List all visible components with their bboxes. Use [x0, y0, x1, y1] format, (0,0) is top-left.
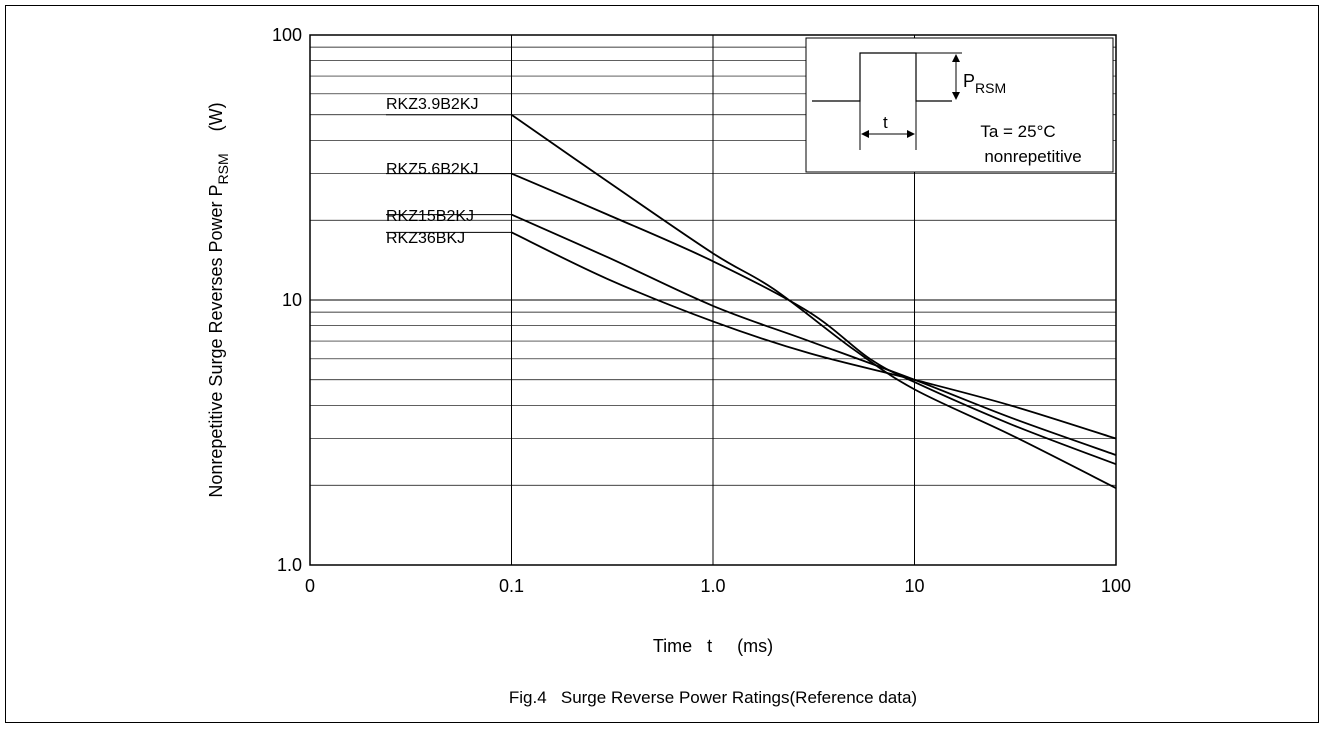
- series-line: [511, 213, 1117, 456]
- y-axis-label: Nonrepetitive Surge Reverses Power PRSM(…: [206, 102, 231, 497]
- pulse-waveform: [812, 52, 952, 102]
- y-tick-label: 1.0: [277, 555, 302, 575]
- width-arrow-right-icon: [907, 130, 915, 138]
- x-tick-label: 100: [1101, 576, 1131, 596]
- y-tick-labels: 1.0 10 100: [272, 25, 302, 575]
- x-tick-label: 1.0: [700, 576, 725, 596]
- series-label: RKZ36BKJ: [386, 230, 465, 247]
- x-tick-label: 0.1: [499, 576, 524, 596]
- x-tick-labels: 0 0.1 1.0 10 100: [305, 576, 1131, 596]
- inset-box: [805, 37, 1114, 173]
- plot-area-border: [309, 34, 1117, 566]
- pulse-inset: PRSM t Ta = 25°C nonrepetitive: [805, 37, 1114, 173]
- series-line: [510, 114, 1117, 489]
- y-tick-label: 100: [272, 25, 302, 45]
- figure-caption: Fig.4 Surge Reverse Power Ratings(Refere…: [509, 688, 917, 707]
- amplitude-arrow-down-icon: [952, 92, 960, 100]
- x-tick-label: 10: [904, 576, 924, 596]
- series-label: RKZ5.6B2KJ: [386, 161, 478, 178]
- figure-frame: [5, 5, 1319, 723]
- series-label: RKZ3.9B2KJ: [386, 96, 478, 113]
- series-line: [511, 172, 1117, 466]
- inset-amplitude-label: PRSM: [963, 71, 1006, 96]
- inset-width-label: t: [883, 113, 888, 132]
- width-arrow-left-icon: [861, 130, 869, 138]
- amplitude-arrow-up-icon: [952, 54, 960, 62]
- series-line: [511, 231, 1117, 440]
- x-axis-label: Time t (ms): [653, 636, 773, 656]
- x-tick-label: 0: [305, 576, 315, 596]
- y-tick-label: 10: [282, 290, 302, 310]
- series-lines: [510, 114, 1117, 489]
- series-label: RKZ15B2KJ: [386, 208, 474, 225]
- inset-condition-mode: nonrepetitive: [984, 147, 1081, 166]
- series-labels: RKZ3.9B2KJ RKZ5.6B2KJ RKZ15B2KJ RKZ36BKJ: [386, 96, 512, 247]
- inset-condition-temperature: Ta = 25°C: [980, 122, 1055, 141]
